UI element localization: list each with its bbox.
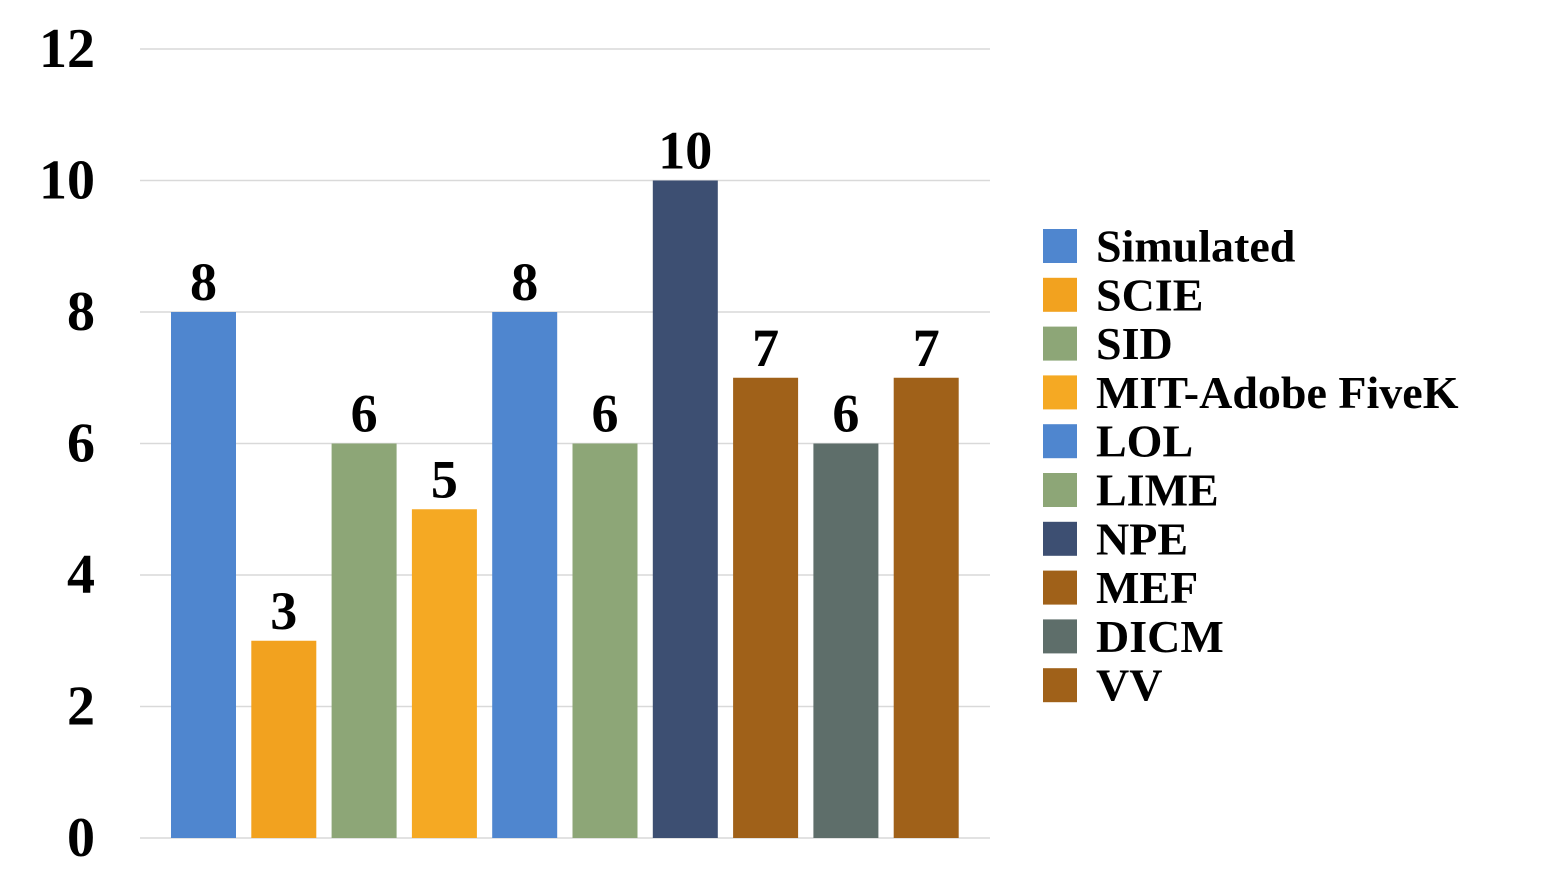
- legend-swatch: [1043, 375, 1077, 410]
- bar-mef: [733, 377, 799, 838]
- legend-swatch: [1043, 570, 1077, 605]
- y-tick-label: 6: [67, 413, 95, 475]
- data-label: 8: [511, 252, 538, 312]
- legend-swatch: [1043, 229, 1077, 263]
- legend-label: SCIE: [1096, 269, 1203, 320]
- legend-label: MEF: [1096, 562, 1198, 613]
- legend-item: Simulated: [1043, 221, 1296, 272]
- legend-item: MIT-Adobe FiveK: [1043, 367, 1459, 418]
- bar-lime: [572, 443, 638, 838]
- legend-swatch: [1043, 424, 1077, 459]
- bar-npe: [652, 180, 718, 838]
- legend-label: Simulated: [1096, 221, 1296, 272]
- data-label: 3: [270, 581, 297, 641]
- legend-item: MEF: [1043, 562, 1198, 613]
- bar-sid: [331, 443, 397, 838]
- legend-item: NPE: [1043, 513, 1188, 564]
- legend-swatch: [1043, 619, 1077, 654]
- legend-item: VV: [1043, 660, 1162, 711]
- legend-swatch: [1043, 326, 1077, 361]
- legend-label: LOL: [1096, 416, 1193, 467]
- legend-item: SCIE: [1043, 269, 1203, 320]
- y-tick-label: 10: [39, 150, 95, 212]
- legend-swatch: [1043, 668, 1077, 703]
- data-label: 6: [592, 384, 619, 444]
- data-label: 5: [431, 449, 458, 509]
- bar-vv: [893, 377, 959, 838]
- bar-mit-adobe-fivek: [411, 509, 477, 838]
- bar-lol: [492, 312, 558, 838]
- y-axis-tick-labels: 0 2 4 6 8 10 12: [39, 18, 95, 869]
- data-label: 10: [658, 121, 712, 181]
- legend-item: LOL: [1043, 416, 1193, 467]
- legend-label: LIME: [1096, 465, 1219, 516]
- legend-label: DICM: [1096, 611, 1224, 662]
- legend-label: SID: [1096, 318, 1173, 369]
- bar-dicm: [813, 443, 879, 838]
- legend-item: LIME: [1043, 465, 1219, 516]
- data-label: 7: [752, 318, 779, 378]
- y-tick-label: 12: [39, 18, 95, 80]
- legend-item: DICM: [1043, 611, 1224, 662]
- legend-swatch: [1043, 277, 1077, 312]
- y-tick-label: 0: [67, 807, 95, 869]
- y-tick-label: 8: [67, 281, 95, 343]
- bar-scie: [251, 640, 317, 838]
- legend-swatch: [1043, 473, 1077, 507]
- legend-swatch: [1043, 521, 1077, 556]
- legend-label: MIT-Adobe FiveK: [1096, 367, 1459, 418]
- data-label: 6: [832, 384, 859, 444]
- y-tick-label: 2: [67, 676, 95, 738]
- data-label: 6: [351, 384, 378, 444]
- bar-simulated: [171, 312, 236, 838]
- legend-item: SID: [1043, 318, 1173, 369]
- legend-label: NPE: [1096, 513, 1188, 564]
- bars: [171, 180, 959, 838]
- y-tick-label: 4: [67, 544, 95, 606]
- data-label: 8: [190, 252, 217, 312]
- data-label: 7: [913, 318, 940, 378]
- legend-label: VV: [1096, 660, 1162, 711]
